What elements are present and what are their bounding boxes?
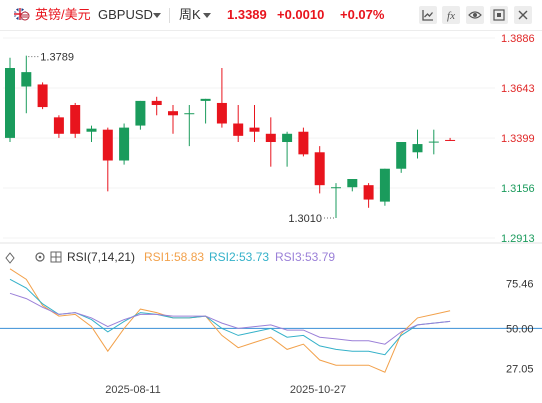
price-change: +0.0010 xyxy=(277,7,325,22)
eye-icon xyxy=(468,11,482,19)
candle-up[interactable] xyxy=(396,142,407,169)
rsi-axis-label: 50.00 xyxy=(506,323,534,335)
symbol-dropdown-icon[interactable] xyxy=(153,13,161,18)
symbol-selector[interactable]: GBPUSD xyxy=(98,7,153,22)
line-chart-button[interactable] xyxy=(419,6,437,24)
svg-text:fx: fx xyxy=(447,10,455,22)
price-axis-label: 1.2913 xyxy=(501,233,535,245)
pair-name: 英镑/美元 xyxy=(35,7,91,22)
candle-up[interactable] xyxy=(200,98,211,101)
last-price: 1.3389 xyxy=(227,7,267,22)
settings-icon-dot xyxy=(38,255,42,259)
candle-down[interactable] xyxy=(233,123,244,136)
rsi-legend-item: RSI1:58.83 xyxy=(144,250,204,264)
period-selector[interactable]: 周K xyxy=(179,7,201,22)
candle-up[interactable] xyxy=(135,100,146,126)
rsi-axis-label: 27.05 xyxy=(506,364,534,376)
candle-down[interactable] xyxy=(265,133,276,143)
candle-up[interactable] xyxy=(412,144,423,153)
candle-up[interactable] xyxy=(282,133,293,143)
price-axis-label: 1.3886 xyxy=(501,33,535,45)
eye-button[interactable] xyxy=(466,6,484,24)
candle-down[interactable] xyxy=(151,100,162,106)
rsi-series-line xyxy=(9,292,451,345)
screenshot-button[interactable] xyxy=(490,6,508,24)
candle-up[interactable] xyxy=(347,179,358,188)
price-change-percent: +0.07% xyxy=(340,7,385,22)
low-price-label: 1.3010 xyxy=(288,213,322,225)
rsi-legend-item: RSI2:53.73 xyxy=(209,250,269,264)
x-axis-label: 2025-08-11 xyxy=(105,384,160,396)
period-dropdown-icon[interactable] xyxy=(203,13,211,18)
candle-down[interactable] xyxy=(102,129,113,161)
high-price-label: 1.3789 xyxy=(40,52,74,64)
candle-up[interactable] xyxy=(379,168,390,202)
chart-toolbar: 英镑/美元 GBPUSD 周K 1.3389 +0.0010 +0.07% fx xyxy=(0,0,542,31)
indicator-button[interactable]: fx xyxy=(442,6,460,24)
collapse-icon[interactable] xyxy=(5,252,15,264)
rsi-axis-label: 75.46 xyxy=(506,279,534,291)
rsi-legend-item: RSI3:53.79 xyxy=(275,250,335,264)
candle-up[interactable] xyxy=(428,141,439,143)
price-axis-label: 1.3399 xyxy=(501,133,535,145)
line-chart-icon xyxy=(422,10,433,21)
candle-up[interactable] xyxy=(184,113,195,115)
x-axis-label: 2025-10-27 xyxy=(290,384,346,396)
price-axis-label: 1.3156 xyxy=(501,183,535,195)
rsi-series-line xyxy=(9,268,451,373)
candle-down[interactable] xyxy=(249,127,260,132)
screenshot-icon xyxy=(493,9,505,21)
candle-down[interactable] xyxy=(445,139,456,141)
candle-down[interactable] xyxy=(314,152,325,186)
candle-up[interactable] xyxy=(119,127,130,161)
candle-up[interactable] xyxy=(21,72,32,87)
candle-down[interactable] xyxy=(37,84,48,108)
candle-down[interactable] xyxy=(216,102,227,124)
indicator-icon: fx xyxy=(447,10,455,22)
candle-down[interactable] xyxy=(53,117,64,134)
candle-up[interactable] xyxy=(86,128,97,132)
chart-area[interactable]: 1.3886 1.3643 1.3399 1.3156 1.2913 1.3789 1.3… xyxy=(0,31,542,403)
candle-up[interactable] xyxy=(5,68,15,138)
rsi-title: RSI(7,14,21) xyxy=(67,250,135,264)
settings-icon[interactable] xyxy=(35,252,45,262)
price-axis-label: 1.3643 xyxy=(501,83,535,95)
candle-down[interactable] xyxy=(70,105,81,134)
rsi-series-line xyxy=(9,278,451,356)
close-button[interactable] xyxy=(514,6,532,24)
candle-down[interactable] xyxy=(298,131,309,155)
close-icon xyxy=(518,10,528,20)
uk-flag-icon xyxy=(14,8,30,21)
candle-up[interactable] xyxy=(331,187,341,189)
candle-down[interactable] xyxy=(168,111,178,116)
toolbar-divider xyxy=(169,8,170,23)
candle-down[interactable] xyxy=(363,185,374,200)
